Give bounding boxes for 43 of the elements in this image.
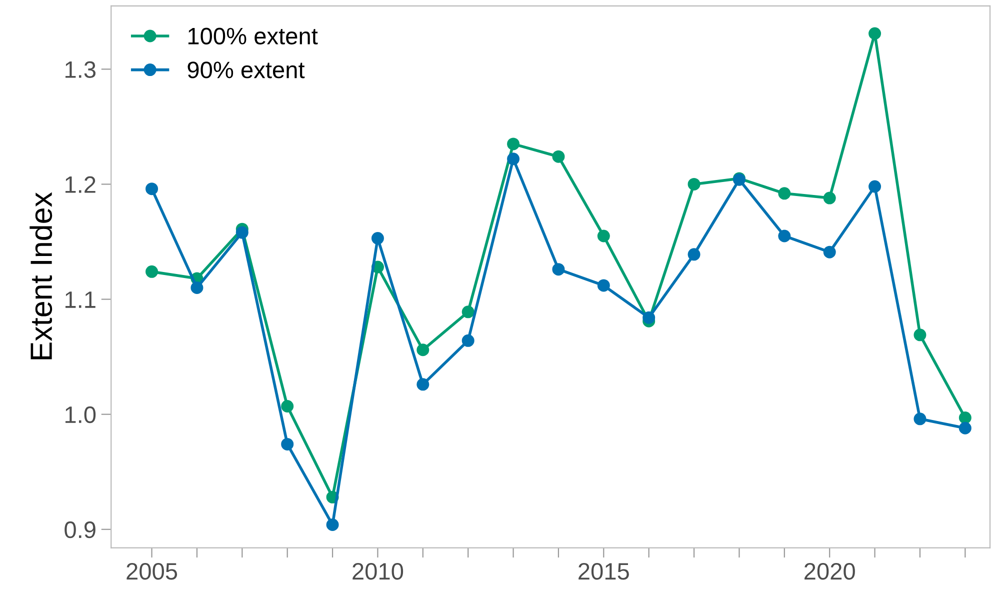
- point: [958, 422, 972, 434]
- y-tick-label: 1.1: [66, 292, 96, 308]
- point: [326, 518, 339, 532]
- point: [416, 344, 430, 356]
- point: [914, 328, 926, 342]
- point: [597, 230, 610, 242]
- point: [507, 152, 520, 166]
- point: [688, 178, 700, 190]
- point: [507, 138, 520, 150]
- point: [416, 378, 430, 391]
- point: [281, 438, 294, 450]
- point: [462, 306, 474, 318]
- x-tick-label: 2020: [804, 562, 855, 580]
- point: [371, 232, 384, 245]
- x-tick-label: 2010: [352, 562, 404, 580]
- point: [146, 265, 158, 278]
- point: [688, 248, 700, 261]
- point: [552, 263, 565, 276]
- x-tick-label: 2005: [126, 562, 178, 580]
- y-tick-label: 0.9: [64, 521, 96, 538]
- point: [958, 412, 972, 424]
- y-tick-label: 1.0: [66, 406, 96, 424]
- point: [778, 187, 791, 200]
- y-tick-label: 1.2: [66, 176, 96, 193]
- legend-label: 100% extent: [188, 28, 318, 44]
- point: [642, 311, 656, 324]
- point: [823, 246, 836, 258]
- y-axis-title: Extent Index: [30, 192, 52, 360]
- point: [823, 192, 836, 204]
- legend-label: 90% extent: [188, 62, 305, 78]
- point: [146, 182, 158, 196]
- point: [552, 150, 565, 163]
- point: [597, 279, 610, 292]
- point: [190, 282, 204, 294]
- point: [462, 334, 474, 347]
- x-tick-label: 2015: [578, 562, 629, 580]
- y-tick-label: 1.3: [66, 61, 96, 78]
- point: [868, 180, 882, 193]
- point: [914, 412, 926, 426]
- point: [868, 27, 882, 40]
- point: [281, 400, 294, 413]
- point: [236, 226, 248, 239]
- point: [778, 230, 791, 242]
